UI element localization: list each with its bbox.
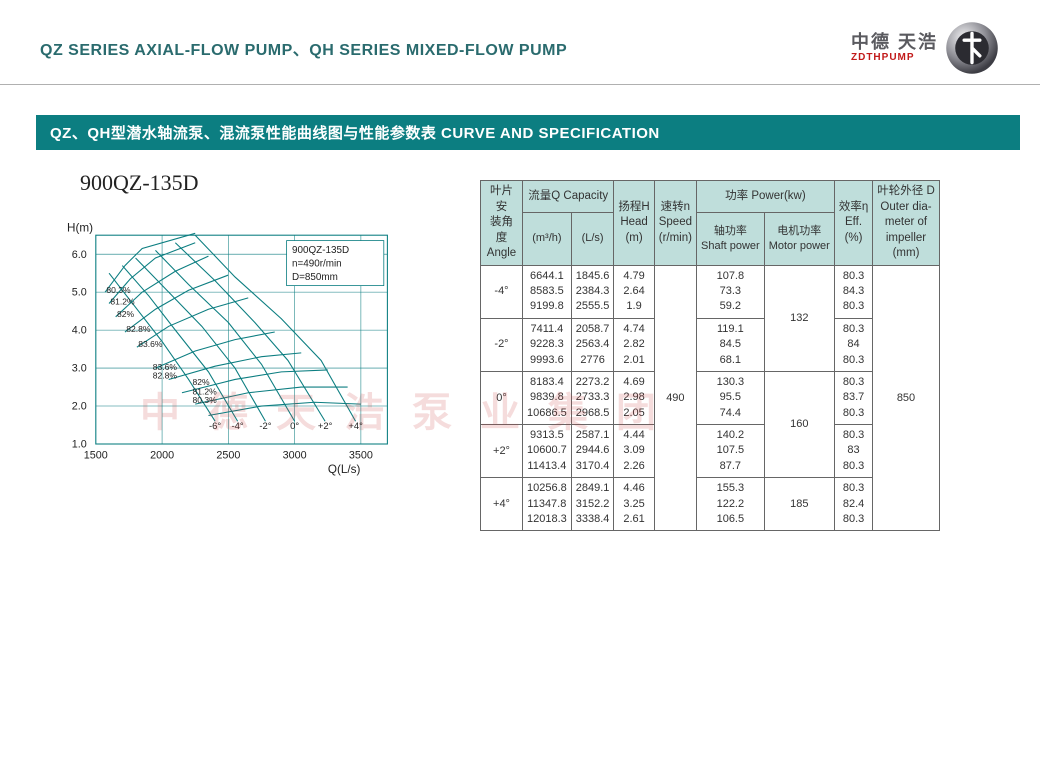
table-row: -4°6644.18583.59199.81845.62384.32555.54… (481, 265, 940, 318)
svg-text:900QZ-135D: 900QZ-135D (292, 245, 349, 256)
brand-cn: 中德 天浩 (851, 33, 938, 51)
svg-text:D=850mm: D=850mm (292, 272, 338, 283)
svg-text:H(m): H(m) (67, 222, 93, 235)
table-header: 叶片安装角度Angle (481, 181, 523, 266)
svg-text:+4°: +4° (348, 421, 363, 432)
brand-logo-icon (944, 20, 1000, 76)
svg-text:1.0: 1.0 (72, 439, 87, 451)
svg-text:0°: 0° (290, 421, 299, 432)
svg-text:81.2%: 81.2% (110, 296, 135, 306)
svg-text:6.0: 6.0 (72, 249, 87, 261)
table-header: 效率ηEff.(%) (834, 181, 872, 266)
svg-text:-4°: -4° (232, 421, 244, 432)
table-header: 电机功率Motor power (764, 213, 834, 265)
table-header: 功率 Power(kw) (697, 181, 835, 213)
svg-text:80.3%: 80.3% (106, 285, 131, 295)
brand-en: ZDTHPUMP (851, 53, 938, 63)
table-header: (L/s) (571, 213, 614, 265)
page-header: QZ SERIES AXIAL-FLOW PUMP、QH SERIES MIXE… (0, 0, 1040, 85)
table-header: 叶轮外径 DOuter dia-meter ofimpeller(mm) (873, 181, 940, 266)
svg-text:-2°: -2° (259, 421, 271, 432)
table-row: 0°8183.49839.810686.52273.22733.32968.54… (481, 371, 940, 424)
model-name: 900QZ-135D (80, 170, 460, 196)
table-row: +4°10256.811347.812018.32849.13152.23338… (481, 478, 940, 531)
svg-text:-6°: -6° (209, 421, 221, 432)
svg-text:83.6%: 83.6% (138, 339, 163, 349)
svg-text:2500: 2500 (216, 449, 240, 461)
svg-text:4.0: 4.0 (72, 325, 87, 337)
brand-block: 中德 天浩 ZDTHPUMP (851, 20, 1000, 76)
table-header: 速转nSpeed(r/min) (654, 181, 696, 266)
svg-text:+2°: +2° (318, 421, 333, 432)
table-row: +2°9313.510600.711413.42587.12944.63170.… (481, 425, 940, 478)
svg-text:80.3%: 80.3% (193, 395, 218, 405)
table-header: 轴功率Shaft power (697, 213, 765, 265)
svg-text:2.0: 2.0 (72, 401, 87, 413)
svg-text:82%: 82% (117, 309, 135, 319)
table-row: -2°7411.49228.39993.62058.72563.427764.7… (481, 318, 940, 371)
table-header: 流量Q Capacity (523, 181, 614, 213)
svg-text:1500: 1500 (84, 449, 108, 461)
svg-text:3000: 3000 (283, 449, 307, 461)
svg-text:5.0: 5.0 (72, 287, 87, 299)
performance-curve-chart: 1500 2000 2500 3000 3500 1.0 2.0 3.0 4.0 5.0 6.0 H(… (40, 214, 400, 494)
page-title: QZ SERIES AXIAL-FLOW PUMP、QH SERIES MIXE… (40, 36, 567, 60)
svg-text:82.8%: 82.8% (153, 371, 178, 381)
table-header: 扬程HHead(m) (614, 181, 654, 266)
table-header: (m³/h) (523, 213, 572, 265)
svg-text:n=490r/min: n=490r/min (292, 259, 342, 270)
svg-text:82%: 82% (193, 377, 211, 387)
svg-text:82.8%: 82.8% (126, 324, 151, 334)
svg-text:Q(L/s): Q(L/s) (328, 463, 361, 476)
section-title-bar: QZ、QH型潜水轴流泵、混流泵性能曲线图与性能参数表 CURVE AND SPE… (36, 115, 1020, 150)
svg-text:2000: 2000 (150, 449, 174, 461)
svg-text:3.0: 3.0 (72, 363, 87, 375)
svg-text:3500: 3500 (349, 449, 373, 461)
spec-table: 叶片安装角度Angle流量Q Capacity扬程HHead(m)速转nSpee… (480, 180, 940, 531)
